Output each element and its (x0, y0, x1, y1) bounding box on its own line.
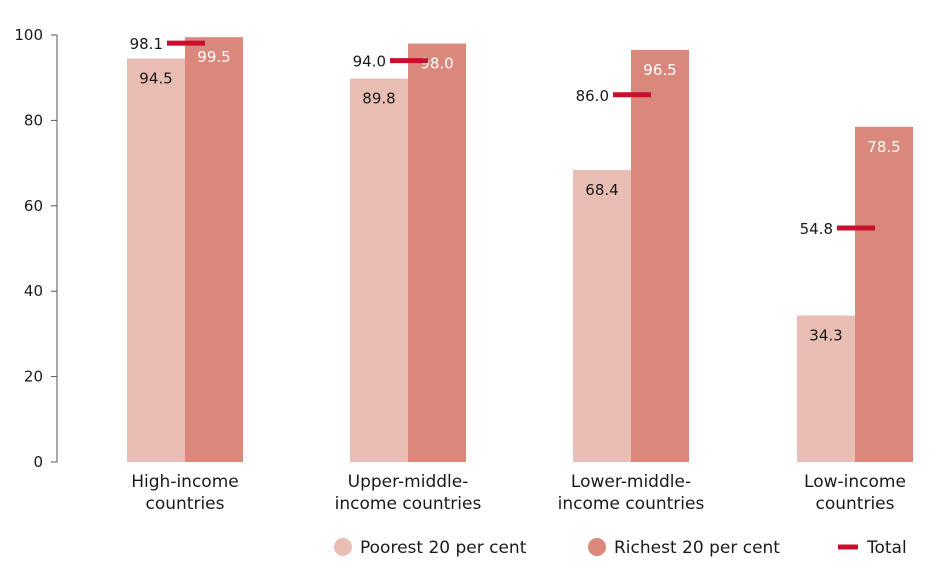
x-tick-label: income countries (335, 494, 482, 514)
x-tick-label: Lower-middle- (571, 472, 691, 492)
y-tick-label: 0 (33, 453, 43, 471)
y-tick-label: 40 (24, 282, 43, 300)
data-label-poorest: 68.4 (585, 181, 618, 199)
data-label-total: 54.8 (800, 220, 833, 238)
y-tick-label: 80 (24, 111, 43, 129)
data-label-richest: 98.0 (420, 55, 453, 73)
data-label-poorest: 89.8 (362, 90, 395, 108)
data-label-total: 98.1 (130, 35, 163, 53)
bar-poorest (797, 315, 855, 462)
data-label-richest: 96.5 (643, 61, 676, 79)
legend-swatch-poorest (334, 538, 352, 556)
data-label-poorest: 94.5 (139, 69, 172, 87)
x-tick-label: Upper-middle- (348, 472, 469, 492)
y-tick-label: 100 (14, 26, 43, 44)
data-label-richest: 99.5 (197, 48, 230, 66)
data-label-richest: 78.5 (867, 138, 900, 156)
legend-label-richest: Richest 20 per cent (614, 538, 780, 558)
data-label-poorest: 34.3 (809, 327, 842, 345)
y-tick-label: 60 (24, 197, 43, 215)
x-tick-label: High-income (131, 472, 238, 492)
bar-richest (408, 43, 466, 462)
x-tick-label: Low-income (804, 472, 906, 492)
legend-label-total: Total (866, 538, 907, 558)
x-tick-label: income countries (558, 494, 705, 514)
bar-richest (185, 37, 243, 462)
bar-richest (855, 126, 913, 463)
data-label-total: 94.0 (353, 53, 386, 71)
bar-poorest (127, 58, 185, 463)
bar-poorest (573, 169, 631, 462)
legend-swatch-richest (588, 538, 606, 556)
legend-label-poorest: Poorest 20 per cent (360, 538, 527, 558)
y-tick-label: 20 (24, 368, 43, 386)
bar-poorest (350, 78, 408, 462)
bar-richest (631, 49, 689, 462)
data-label-total: 86.0 (576, 87, 609, 105)
x-tick-label: countries (146, 494, 225, 514)
x-tick-label: countries (816, 494, 895, 514)
